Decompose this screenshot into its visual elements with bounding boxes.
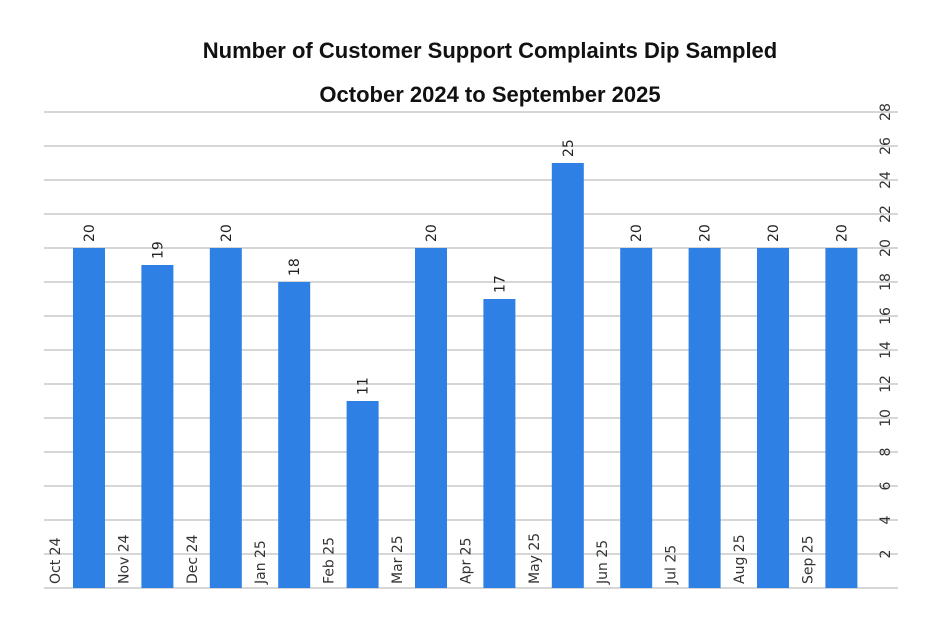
- chart-title-line-2: October 2024 to September 2025: [319, 82, 661, 107]
- y-tick-label: 4: [878, 515, 894, 524]
- y-tick-label: 10: [878, 409, 894, 427]
- y-tick-label: 2: [878, 550, 894, 559]
- x-tick-label: Sep 25: [800, 535, 816, 584]
- x-tick-label: Jun 25: [595, 540, 611, 585]
- x-tick-label: Dec 24: [185, 535, 201, 584]
- data-labels: 20 19 20 18 11 20 17 25 20 20 20 20: [82, 139, 850, 395]
- bar: [620, 248, 653, 588]
- y-tick-label: 18: [878, 273, 894, 291]
- x-tick-label: Aug 25: [732, 534, 748, 584]
- bar: [73, 248, 105, 588]
- data-label: 20: [766, 224, 782, 242]
- y-tick-label: 14: [878, 341, 894, 359]
- y-tick-label: 24: [878, 171, 894, 189]
- bar: [688, 248, 721, 588]
- bar: [415, 248, 447, 588]
- data-label: 19: [150, 241, 166, 259]
- data-label: 18: [287, 258, 303, 276]
- x-tick-label: Oct 24: [48, 537, 64, 584]
- y-tick-label: 20: [878, 239, 894, 257]
- x-tick-label: Mar 25: [390, 535, 406, 584]
- x-tick-label: Apr 25: [458, 538, 474, 584]
- x-axis-ticks: Oct 24 Nov 24 Dec 24 Jan 25 Feb 25 Mar 25 Apr …: [48, 533, 816, 585]
- y-tick-label: 6: [878, 481, 894, 490]
- gridlines: [44, 111, 898, 589]
- x-tick-label: Jul 25: [664, 545, 680, 585]
- y-tick-label: 8: [878, 448, 894, 457]
- data-label: 11: [356, 377, 372, 395]
- x-tick-label: Feb 25: [322, 537, 338, 584]
- y-tick-label: 26: [878, 137, 894, 155]
- data-label: 20: [424, 224, 440, 242]
- bars: [73, 163, 858, 588]
- data-label: 20: [219, 224, 235, 242]
- x-tick-label: Nov 24: [116, 534, 132, 584]
- data-label: 20: [82, 224, 98, 242]
- bar: [551, 163, 584, 588]
- data-label: 17: [492, 275, 508, 293]
- y-tick-label: 16: [878, 307, 894, 325]
- bar: [278, 282, 311, 588]
- data-label: 25: [561, 139, 577, 157]
- data-label: 20: [629, 224, 645, 242]
- bar: [825, 248, 858, 588]
- bar: [141, 265, 174, 588]
- data-label: 20: [698, 224, 714, 242]
- y-tick-label: 22: [878, 205, 894, 223]
- x-tick-label: Jan 25: [253, 540, 269, 585]
- bar: [346, 401, 379, 588]
- bar: [757, 248, 789, 588]
- data-label: 20: [834, 224, 850, 242]
- x-tick-label: May 25: [527, 533, 543, 584]
- bar: [483, 299, 516, 588]
- bar: [209, 248, 242, 588]
- y-tick-label: 28: [878, 103, 894, 121]
- chart-title-line-1: Number of Customer Support Complaints Di…: [202, 38, 778, 63]
- y-tick-label: 12: [878, 375, 894, 393]
